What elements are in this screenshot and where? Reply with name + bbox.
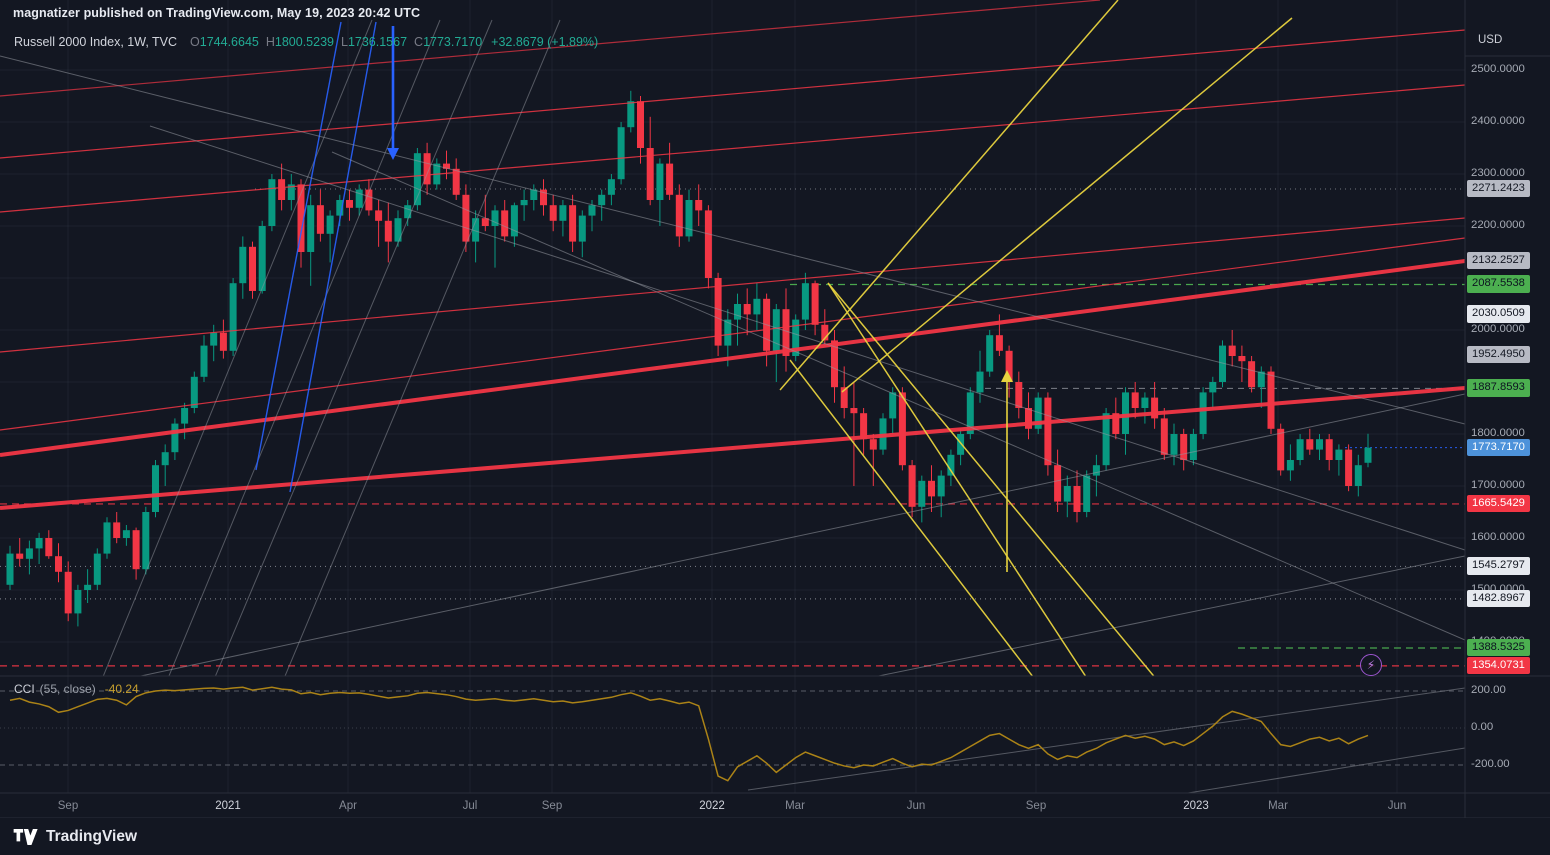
- ohlc-key: O: [190, 35, 200, 49]
- price-level-label: 2030.0509: [1467, 305, 1530, 323]
- cci-axis-tick: -200.00: [1471, 758, 1510, 770]
- currency-label: USD: [1478, 34, 1503, 46]
- time-axis-tick: Sep: [57, 800, 79, 812]
- change-value: +32.8679 (+1.89%): [491, 35, 599, 49]
- ohlc-values: O1744.6645 H1800.5239 L1736.1567 C1773.7170: [183, 35, 482, 49]
- time-axis-tick: 2022: [699, 800, 725, 812]
- symbol-title[interactable]: Russell 2000 Index, 1W, TVC: [14, 35, 178, 49]
- cci-axis-tick: 200.00: [1471, 684, 1506, 696]
- price-axis-tick: 1800.0000: [1471, 427, 1525, 439]
- cci-params: (55, close): [39, 682, 96, 696]
- symbol-legend: Russell 2000 Index, 1W, TVC O1744.6645 H18…: [14, 35, 598, 49]
- price-axis-tick: 2400.0000: [1471, 115, 1525, 127]
- time-axis-tick: Mar: [785, 800, 805, 812]
- pane-separators: [0, 0, 1550, 819]
- time-axis-tick: 2021: [215, 800, 241, 812]
- cci-axis-tick: 0.00: [1471, 721, 1494, 733]
- lightning-glyph: ⚡: [1366, 658, 1376, 672]
- publisher-bar: magnatizer published on TradingView.com,…: [13, 6, 420, 20]
- price-level-label: 2087.5538: [1467, 275, 1530, 293]
- time-axis-tick: 2023: [1183, 800, 1209, 812]
- cci-legend: CCI (55, close) -40.24: [14, 682, 139, 696]
- time-axis-tick: Sep: [541, 800, 563, 812]
- ohlc-value: 1736.1567: [347, 35, 408, 49]
- price-level-label: 1388.5325: [1467, 638, 1530, 657]
- ohlc-key: H: [265, 35, 275, 49]
- footer-bar: TradingView: [0, 818, 1550, 855]
- price-level-label: 1482.8967: [1467, 589, 1530, 608]
- price-level-label: 1545.2797: [1467, 557, 1530, 575]
- ohlc-value: 1773.7170: [423, 35, 483, 49]
- cci-title[interactable]: CCI: [14, 682, 35, 696]
- alert-lightning-icon[interactable]: ⚡: [1360, 654, 1382, 676]
- ohlc-value: 1800.5239: [274, 35, 334, 49]
- tradingview-wordmark: TradingView: [46, 827, 138, 845]
- tradingview-logo-mark-icon: [13, 828, 38, 845]
- time-axis-tick: Jun: [1387, 800, 1407, 812]
- time-axis-tick: Sep: [1025, 800, 1047, 812]
- trendlines-layer: [0, 0, 1465, 676]
- price-axis-tick: 1500.0000: [1471, 583, 1525, 595]
- price-axis-tick: 2000.0000: [1471, 323, 1525, 335]
- price-axis-tick: 2500.0000: [1471, 63, 1525, 75]
- cci-value: -40.24: [104, 682, 139, 696]
- price-axis-tick: 2300.0000: [1471, 167, 1525, 179]
- time-axis-tick: Mar: [1268, 800, 1288, 812]
- ohlc-value: 1744.6645: [199, 35, 259, 49]
- cci-indicator-layer: [0, 686, 1465, 782]
- ohlc-key: C: [414, 35, 424, 49]
- current-price-label: 1773.7170: [1467, 438, 1530, 456]
- tradingview-logo[interactable]: TradingView: [13, 828, 137, 846]
- time-axis-tick: Apr: [339, 800, 357, 812]
- cci-trendlines-layer: [747, 687, 1465, 793]
- time-axis-tick: Jun: [906, 800, 926, 812]
- price-axis-tick: 1600.0000: [1471, 531, 1525, 543]
- candles-layer: [6, 90, 1372, 627]
- horizontal-levels-layer: [0, 188, 1465, 667]
- price-level-label: 2271.2423: [1467, 179, 1530, 198]
- publisher-text: magnatizer published on TradingView.com,…: [13, 6, 421, 20]
- time-axis-tick: Jul: [462, 800, 478, 812]
- price-level-label: 1354.0731: [1467, 656, 1530, 675]
- price-level-label: 1887.8593: [1467, 379, 1530, 397]
- price-axis-tick: 1700.0000: [1471, 479, 1525, 491]
- grid-layer: [0, 0, 1465, 793]
- price-level-label: 1665.5429: [1467, 494, 1530, 513]
- ohlc-key: L: [341, 35, 348, 49]
- price-axis-tick: 2200.0000: [1471, 219, 1525, 231]
- price-level-label: 1952.4950: [1467, 345, 1530, 363]
- price-level-label: 2132.2527: [1467, 252, 1530, 270]
